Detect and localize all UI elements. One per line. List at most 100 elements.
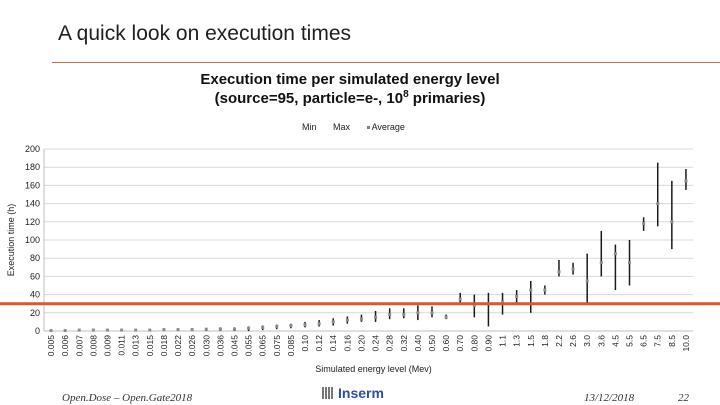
average-point [289, 324, 293, 328]
x-tick-label: 2.6 [568, 335, 578, 347]
x-tick-label: 4.5 [610, 335, 620, 347]
average-point [105, 328, 109, 332]
average-point [543, 288, 547, 292]
x-tick-label: 0.045 [229, 335, 239, 357]
chart-title-line2: (source=95, particle=e-, 108 primaries) [100, 89, 600, 108]
y-tick-label: 40 [30, 290, 40, 300]
x-tick-label: 0.60 [441, 335, 451, 352]
y-tick-label: 20 [30, 308, 40, 318]
average-point [430, 311, 434, 315]
average-point [148, 328, 152, 332]
x-tick-label: 10.0 [681, 335, 691, 352]
average-point [472, 304, 476, 308]
chart-title-line1: Execution time per simulated energy leve… [200, 71, 500, 88]
average-point [642, 222, 646, 226]
y-tick-label: 100 [25, 235, 40, 245]
y-tick-label: 120 [25, 217, 40, 227]
y-axis-label: Execution time (h) [6, 204, 16, 277]
x-tick-label: 0.12 [314, 335, 324, 352]
x-tick-label: 0.065 [258, 335, 268, 357]
y-tick-label: 0 [35, 326, 40, 336]
x-tick-label: 0.026 [187, 335, 197, 357]
average-point [134, 328, 138, 332]
x-tick-label: 0.16 [342, 335, 352, 352]
average-point [585, 279, 589, 283]
average-point [218, 327, 222, 331]
average-point [190, 328, 194, 332]
x-tick-label: 0.40 [413, 335, 423, 352]
x-tick-label: 7.5 [653, 335, 663, 347]
x-tick-label: 0.055 [244, 335, 254, 357]
footer-logo: Inserm [322, 385, 384, 401]
x-tick-label: 0.28 [385, 335, 395, 352]
average-point [317, 322, 321, 326]
x-tick-label: 0.90 [483, 335, 493, 352]
average-point [120, 328, 124, 332]
x-tick-label: 0.80 [469, 335, 479, 352]
footer-date: 13/12/2018 [584, 392, 635, 404]
average-point [515, 294, 519, 298]
x-tick-label: 2.2 [554, 335, 564, 347]
average-point [359, 317, 363, 321]
x-tick-label: 5.5 [625, 335, 635, 347]
legend-min: Min [302, 122, 317, 132]
average-point [331, 320, 335, 324]
x-tick-label: 3.0 [582, 335, 592, 347]
footer-event: Open.Dose – Open.Gate2018 [62, 392, 193, 404]
x-tick-label: 0.009 [102, 335, 112, 357]
average-point [63, 329, 67, 333]
average-point [444, 315, 448, 319]
x-tick-label: 0.075 [272, 335, 282, 357]
average-point [77, 328, 81, 332]
y-tick-label: 140 [25, 199, 40, 209]
average-point [628, 261, 632, 265]
average-point [303, 323, 307, 327]
average-point [388, 313, 392, 317]
y-tick-label: 160 [25, 180, 40, 190]
x-tick-label: 0.20 [356, 335, 366, 352]
average-point [232, 327, 236, 331]
chart-title-exponent: 8 [403, 89, 409, 100]
legend-average-marker [366, 126, 370, 130]
average-point [162, 328, 166, 332]
x-tick-label: 0.018 [159, 335, 169, 357]
average-point [275, 324, 279, 328]
average-point [458, 297, 462, 301]
average-point [416, 311, 420, 315]
average-point [599, 261, 603, 265]
average-point [91, 328, 95, 332]
y-tick-label: 80 [30, 253, 40, 263]
average-point [261, 325, 265, 329]
x-tick-label: 1.3 [512, 335, 522, 347]
x-tick-label: 0.005 [46, 335, 56, 357]
chart-title-pre: (source=95, particle=e-, 10 [214, 90, 404, 107]
chart-title: Execution time per simulated energy leve… [100, 70, 600, 108]
y-tick-label: 180 [25, 162, 40, 172]
average-point [204, 327, 208, 331]
legend-average: Average [366, 122, 405, 132]
x-tick-label: 0.24 [371, 335, 381, 352]
average-point [613, 252, 617, 256]
average-point [656, 202, 660, 206]
y-tick-label: 60 [30, 271, 40, 281]
logo-text: Inserm [338, 385, 384, 401]
average-point [345, 318, 349, 322]
x-tick-label: 3.6 [596, 335, 606, 347]
average-point [374, 315, 378, 319]
page-number: 22 [678, 392, 689, 404]
x-tick-label: 0.32 [399, 335, 409, 352]
average-point [247, 326, 251, 330]
inserm-logo-icon [322, 387, 334, 399]
x-tick-label: 0.10 [300, 335, 310, 352]
x-tick-label: 0.70 [455, 335, 465, 352]
average-point [571, 267, 575, 271]
average-point [529, 288, 533, 292]
average-point [501, 300, 505, 304]
x-tick-label: 0.030 [201, 335, 211, 357]
x-tick-label: 0.015 [145, 335, 155, 357]
x-tick-label: 6.5 [639, 335, 649, 347]
x-tick-label: 1.8 [540, 335, 550, 347]
average-point [176, 328, 180, 332]
x-tick-label: 0.011 [117, 335, 127, 356]
